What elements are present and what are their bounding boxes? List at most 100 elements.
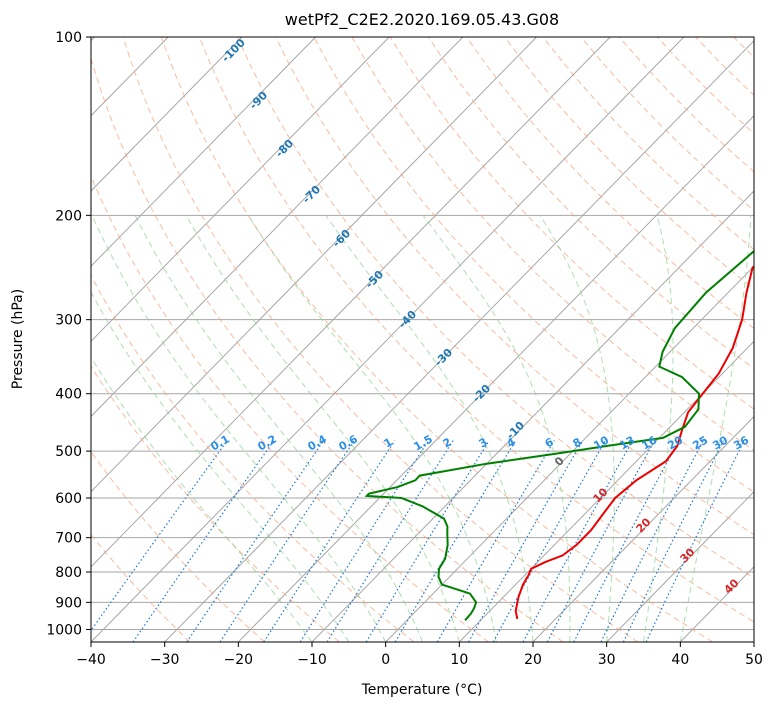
isotherm-line <box>311 190 754 642</box>
dry-adiabat-line <box>351 37 754 451</box>
y-tick-label: 200 <box>55 208 82 224</box>
y-tick-label: 1000 <box>46 622 82 638</box>
isotherm-line <box>91 37 316 267</box>
x-tick-label: 50 <box>745 652 763 668</box>
mixing-ratio-label: 0.4 <box>306 432 330 453</box>
x-axis-title: Temperature (°C) <box>361 682 483 698</box>
y-tick-label: 400 <box>55 387 82 403</box>
mixing-ratio-label: 30 <box>710 433 730 452</box>
dry-adiabat-line <box>91 533 191 642</box>
dry-adiabat-line <box>91 365 340 642</box>
dry-adiabat-line <box>580 37 754 212</box>
mixing-ratio-line <box>467 440 584 642</box>
mixing-ratio-label: 16 <box>639 433 659 452</box>
isotherm-line <box>606 490 754 642</box>
dry-adiabat-line <box>275 37 754 536</box>
isoline-labels: -100-90-80-70-60-50-40-30-20-1000.1 0.2 0.… <box>209 36 752 597</box>
y-axis-title: Pressure (hPa) <box>10 289 26 389</box>
dry-adiabat-line <box>427 37 754 370</box>
mixing-ratio-line <box>600 440 704 642</box>
dry-adiabat-line <box>504 37 754 290</box>
isotherm-line <box>91 37 611 568</box>
isotherm-line <box>753 641 754 642</box>
isotherm-line <box>385 265 754 642</box>
y-tick-label: 800 <box>55 565 82 581</box>
x-axis: −40 −30 −20 −10 0 10 20 30 40 50 <box>76 642 763 668</box>
dewpoint-line <box>364 249 754 621</box>
isotherm-line <box>91 37 464 418</box>
x-tick-label: 40 <box>671 652 689 668</box>
mixing-ratio-line <box>573 440 680 642</box>
x-tick-label: 30 <box>598 652 616 668</box>
dry-adiabat-line <box>389 37 754 410</box>
dry-adiabat-line <box>313 37 754 493</box>
moist-adiabat-label: 30 <box>678 545 698 565</box>
isotherm-label: 0 <box>552 454 567 469</box>
mixing-ratio-label: 0.2 <box>256 432 279 453</box>
plot-frame <box>90 36 755 643</box>
isotherm-line <box>458 340 754 642</box>
moist-adiabat-line <box>91 291 350 642</box>
x-tick-label: 10 <box>450 652 468 668</box>
dry-adiabat-line <box>160 37 713 642</box>
mixing-ratio-label: 1.5 <box>412 432 435 453</box>
isotherm-line <box>91 37 537 493</box>
mixing-ratio-label: 0.6 <box>337 432 361 453</box>
y-axis: 100 200 300 400 500 600 700 800 900 1000 <box>46 30 91 638</box>
moist-adiabat-line <box>643 215 674 642</box>
moist-adiabat-line <box>248 215 497 642</box>
isotherm-line <box>91 37 243 192</box>
x-tick-label: −30 <box>150 652 180 668</box>
mixing-ratio-label: 6 <box>543 435 556 450</box>
background-lines <box>91 37 754 642</box>
y-tick-label: 900 <box>55 595 82 611</box>
mixing-ratio-line <box>91 440 228 632</box>
chart-title: wetPf2_C2E2.2020.169.05.43.G08 <box>285 10 559 30</box>
y-tick-label: 700 <box>55 531 82 547</box>
dry-adiabat-line <box>198 37 754 623</box>
moist-adiabat-line <box>325 215 534 642</box>
x-tick-label: −10 <box>297 652 327 668</box>
dry-adiabat-line <box>91 274 415 642</box>
dry-adiabat-line <box>91 56 564 642</box>
moist-adiabat-label: 20 <box>634 515 654 535</box>
mixing-ratio-line <box>365 440 490 642</box>
mixing-ratio-line <box>645 440 745 642</box>
moist-adiabat-line <box>91 356 313 642</box>
dry-adiabat-line <box>91 451 265 642</box>
mixing-ratio-line <box>186 440 325 642</box>
mixing-ratio-line <box>326 440 454 642</box>
mixing-ratio-line <box>263 440 396 642</box>
dry-adiabat-line <box>237 37 754 579</box>
x-tick-label: −20 <box>224 652 254 668</box>
x-tick-label: 20 <box>524 652 542 668</box>
y-tick-label: 100 <box>55 30 82 46</box>
mixing-ratio-line <box>219 440 355 642</box>
y-tick-label: 300 <box>55 313 82 329</box>
dry-adiabat-line <box>91 175 489 642</box>
dry-adiabat-line <box>122 37 639 642</box>
isotherm-label: -80 <box>273 137 296 160</box>
isotherm-line <box>237 115 754 642</box>
mixing-ratio-line <box>436 440 555 642</box>
temperature-line <box>514 265 754 620</box>
isotherm-line <box>532 415 754 642</box>
y-tick-label: 500 <box>55 444 82 460</box>
profile-lines <box>364 249 754 621</box>
isotherm-line <box>91 37 390 343</box>
mixing-ratio-line <box>522 440 634 642</box>
x-tick-label: −40 <box>76 652 106 668</box>
mixing-ratio-line <box>492 440 606 642</box>
mixing-ratio-label: 10 <box>591 433 611 452</box>
mixing-ratio-label: 0.1 <box>209 432 232 453</box>
moist-adiabat-line <box>185 215 460 642</box>
mixing-ratio-line <box>132 440 275 642</box>
mixing-ratio-line <box>622 440 725 642</box>
mixing-ratio-label: 13 <box>617 434 637 453</box>
y-tick-label: 600 <box>55 491 82 507</box>
isotherm-line <box>164 39 754 642</box>
moist-adiabat-line <box>679 215 752 642</box>
moist-adiabat-line <box>134 215 423 642</box>
isotherm-line <box>91 37 685 642</box>
